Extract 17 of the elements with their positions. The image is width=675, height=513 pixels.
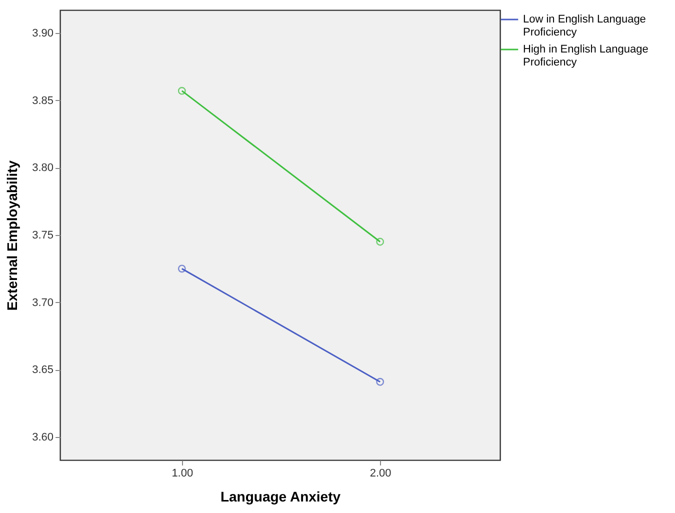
y-tick-label: 3.85 xyxy=(32,94,54,107)
legend-label: High in English Language Proficiency xyxy=(523,44,648,68)
y-tick-label: 3.65 xyxy=(32,364,54,376)
y-tick-label: 3.60 xyxy=(32,432,54,444)
y-axis-title: External Employability xyxy=(4,160,20,311)
legend-label: Low in English Language Proficiency xyxy=(523,14,646,38)
y-tick-label: 3.80 xyxy=(32,162,54,174)
y-tick-label: 3.75 xyxy=(32,230,54,242)
y-tick-label: 3.90 xyxy=(32,27,54,40)
x-tick-label: 2.00 xyxy=(370,468,392,480)
point xyxy=(376,238,384,246)
point xyxy=(178,86,186,95)
y-tick-label: 3.70 xyxy=(32,296,54,309)
point xyxy=(178,264,186,273)
point xyxy=(376,378,384,386)
x-tick-label: 1.00 xyxy=(172,468,194,480)
x-axis-title: Language Anxiety xyxy=(220,488,341,504)
